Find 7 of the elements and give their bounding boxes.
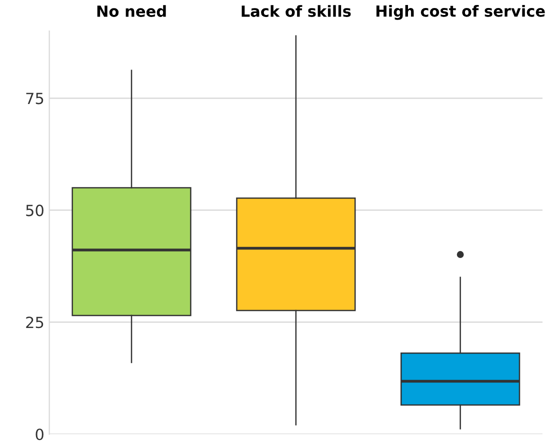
y-tick-label: 75 [26, 92, 44, 104]
y-tick-label: 25 [26, 316, 44, 328]
x-tick-label: High cost of service [376, 4, 545, 20]
x-tick-label: No need [97, 5, 166, 17]
x-tick-label: Lack of skills [242, 5, 351, 17]
y-tick-label: 50 [26, 204, 44, 216]
y-tick-label: 0 [36, 428, 44, 440]
